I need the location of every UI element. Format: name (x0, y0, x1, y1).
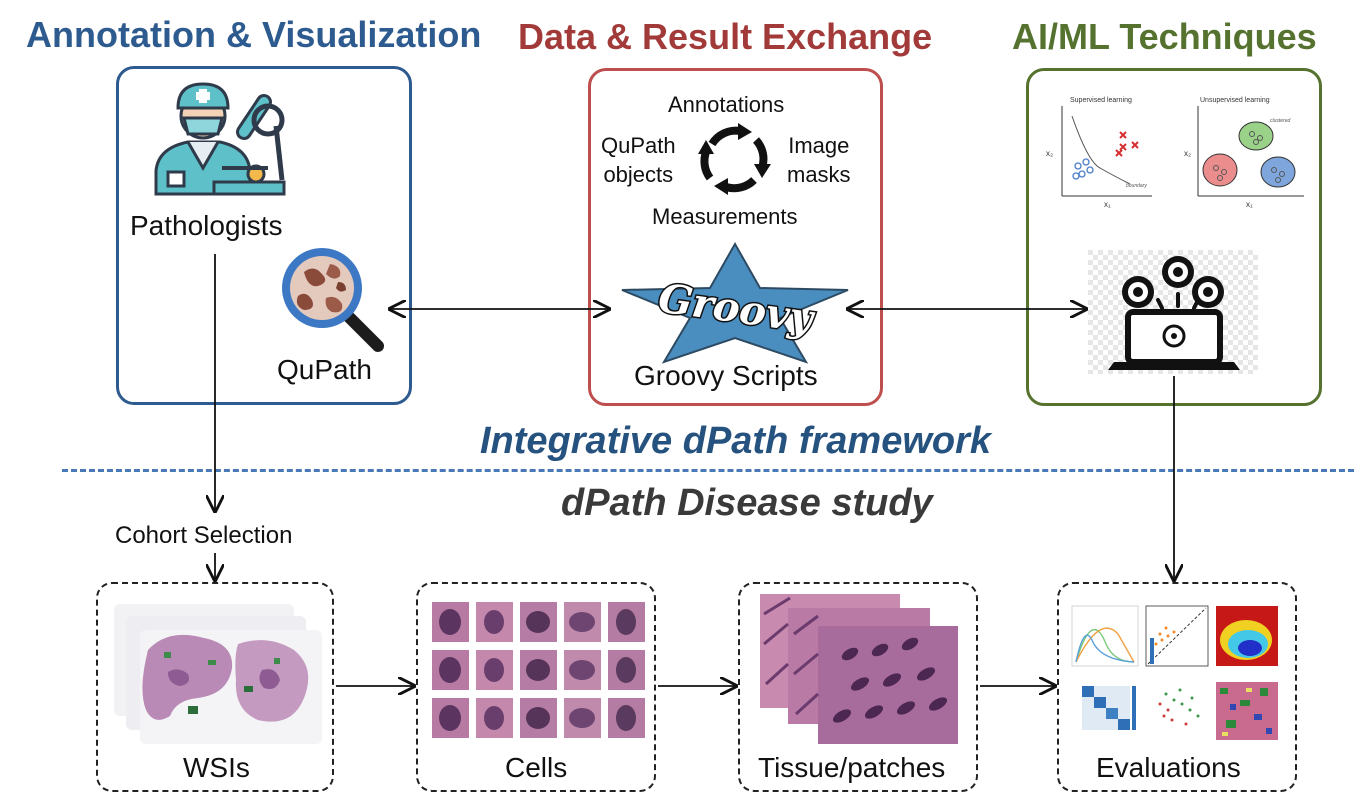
unsupervised-x1-label: x₁ (1246, 200, 1253, 208)
clustered-label: clustered (1270, 118, 1291, 124)
measurements-label: Measurements (652, 204, 798, 229)
unsupervised-learning-plot: Unsupervised learning x₂ x₁ clustered (1184, 97, 1304, 208)
unsupervised-learning-title: Unsupervised learning (1200, 97, 1270, 104)
qupath-objects-line2: objects (603, 162, 674, 187)
annotation-visualization-header: Annotation & Visualization (26, 14, 482, 55)
wsis-label: WSIs (183, 752, 250, 783)
cohort-selection-label: Cohort Selection (115, 522, 293, 549)
cells-grid-image (432, 602, 645, 738)
groovy-scripts-label: Groovy Scripts (634, 360, 818, 391)
ml-laptop-gears-icon (1088, 250, 1258, 374)
pathologists-label: Pathologists (130, 210, 283, 241)
tissue-patches-label: Tissue/patches (758, 752, 946, 783)
ai-ml-techniques-header: AI/ML Techniques (1012, 16, 1317, 57)
evaluations-label: Evaluations (1096, 752, 1241, 783)
qupath-objects-line1: QuPath (601, 133, 676, 158)
study-title: dPath Disease study (561, 482, 933, 524)
evaluations-image (1071, 605, 1278, 740)
groovy-logo-icon: Groovy (621, 242, 849, 364)
unsupervised-x2-label: x₂ (1184, 149, 1191, 158)
data-result-exchange-box (588, 68, 883, 406)
framework-divider (62, 469, 1354, 472)
cells-label: Cells (505, 752, 568, 783)
data-result-exchange-header: Data & Result Exchange (518, 16, 933, 57)
annotation-visualization-box (116, 66, 412, 405)
exchange-cycle-icon (698, 123, 771, 195)
supervised-x2-label: x₂ (1046, 149, 1053, 158)
supervised-learning-plot: Supervised learning x₂ x₁ boundary (1046, 97, 1152, 208)
wsi-slides-image (114, 604, 322, 744)
tissue-patches-image (760, 594, 958, 744)
boundary-label: boundary (1126, 183, 1147, 189)
supervised-x1-label: x₁ (1104, 200, 1111, 208)
framework-title: Integrative dPath framework (480, 420, 992, 462)
qupath-objects-label: QuPath objects (601, 131, 676, 189)
image-masks-label: Image masks (787, 131, 851, 189)
qupath-label: QuPath (277, 354, 372, 385)
supervised-learning-title: Supervised learning (1070, 97, 1132, 104)
image-masks-line2: masks (787, 162, 851, 187)
pathologist-icon (154, 82, 286, 196)
qupath-magnifier-icon (282, 248, 384, 352)
annotations-label: Annotations (668, 92, 785, 117)
image-masks-line1: Image (788, 133, 850, 158)
